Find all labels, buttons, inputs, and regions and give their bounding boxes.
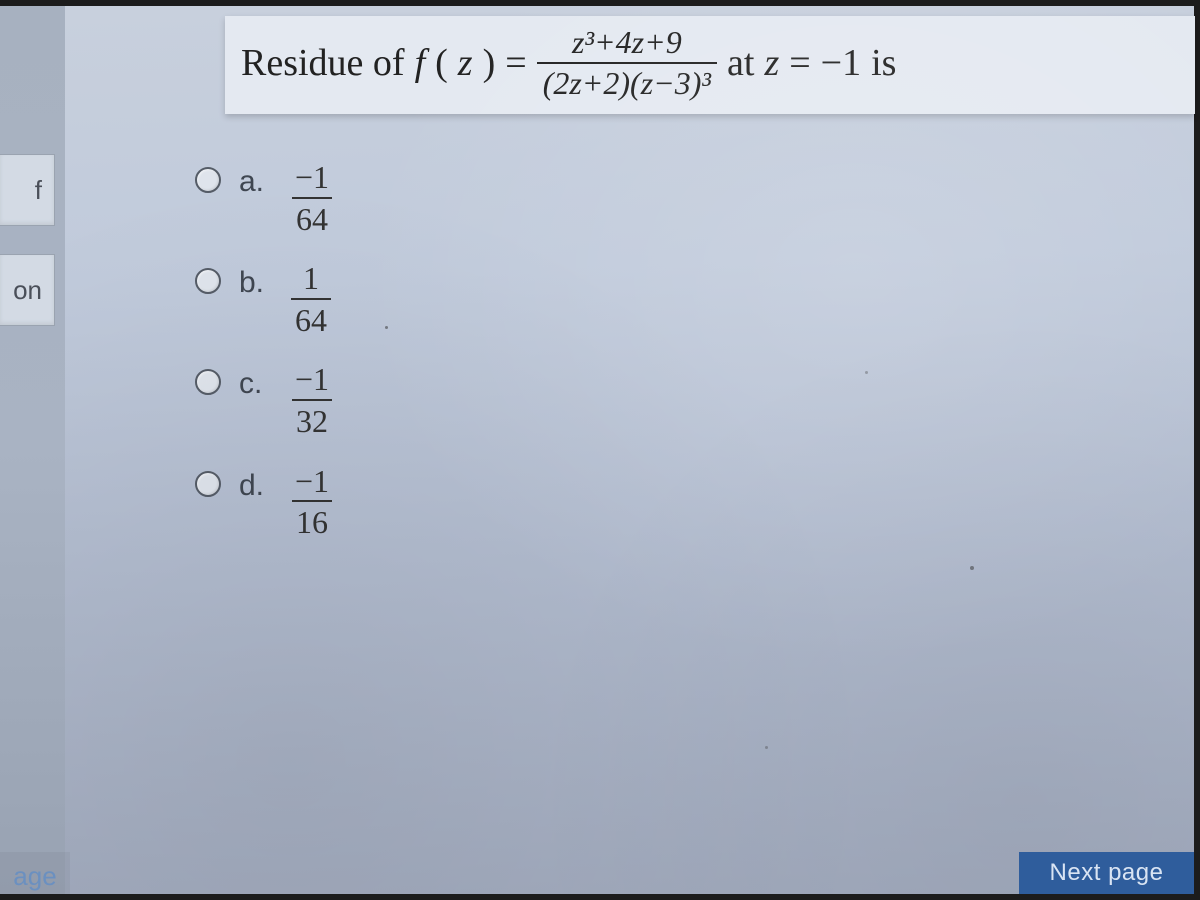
q-func-name: f: [415, 41, 426, 85]
option-denominator: 32: [292, 399, 332, 439]
sidebar-item-f[interactable]: f: [0, 154, 55, 226]
option-numerator: −1: [291, 465, 333, 501]
q-at-var: z: [764, 41, 779, 85]
left-sidebar: f on: [0, 6, 60, 894]
q-equals: =: [505, 41, 526, 85]
option-label: d.: [239, 465, 273, 503]
q-paren-close: ): [483, 41, 496, 85]
option-fraction: −1 16: [291, 465, 333, 540]
sidebar-item-label: on: [13, 275, 42, 306]
option-numerator: 1: [299, 262, 323, 298]
speck: [970, 566, 974, 570]
option-fraction: −1 64: [291, 161, 333, 236]
option-denominator: 64: [291, 298, 331, 338]
option-label: b.: [239, 262, 273, 300]
next-page-button[interactable]: Next page: [1019, 852, 1194, 894]
speck: [385, 326, 388, 329]
q-at-equals: =: [789, 41, 810, 85]
option-label: a.: [239, 161, 273, 199]
answer-option[interactable]: a. −1 64: [195, 161, 333, 236]
q-func-var: z: [458, 41, 473, 85]
q-numerator: z³+4z+9: [566, 26, 688, 62]
next-page-label: Next page: [1050, 859, 1164, 887]
q-paren-open: (: [435, 41, 448, 85]
q-fraction: z³+4z+9 (2z+2)(z−3)³: [537, 26, 717, 100]
option-label: c.: [239, 363, 273, 401]
question-text-container: Residue of f ( z ) = z³+4z+9 (2z+2)(z−3)…: [225, 16, 1195, 114]
option-numerator: −1: [291, 161, 333, 197]
answer-options: a. −1 64 b. 1 64 c. −1 32: [195, 161, 333, 540]
footer-link-label: age: [13, 861, 56, 892]
question-text: Residue of f ( z ) = z³+4z+9 (2z+2)(z−3)…: [241, 26, 1179, 100]
q-tail: is: [871, 41, 896, 85]
q-at-text: at: [727, 41, 754, 85]
answer-option[interactable]: b. 1 64: [195, 262, 333, 337]
speck: [765, 746, 768, 749]
footer-link-age[interactable]: age: [0, 852, 70, 894]
q-at-value: −1: [821, 41, 861, 85]
radio-icon[interactable]: [195, 471, 221, 497]
answer-option[interactable]: c. −1 32: [195, 363, 333, 438]
option-fraction: 1 64: [291, 262, 331, 337]
answer-option[interactable]: d. −1 16: [195, 465, 333, 540]
radio-icon[interactable]: [195, 268, 221, 294]
option-denominator: 64: [292, 197, 332, 237]
radio-icon[interactable]: [195, 369, 221, 395]
sidebar-item-label: f: [35, 175, 42, 206]
q-lead: Residue of: [241, 41, 405, 85]
sidebar-item-on[interactable]: on: [0, 254, 55, 326]
option-fraction: −1 32: [291, 363, 333, 438]
speck: [865, 371, 868, 374]
option-numerator: −1: [291, 363, 333, 399]
radio-icon[interactable]: [195, 167, 221, 193]
screen-frame: f on Residue of f ( z ) = z³+4z+9 (2z+2)…: [0, 0, 1200, 900]
option-denominator: 16: [292, 500, 332, 540]
question-panel: Residue of f ( z ) = z³+4z+9 (2z+2)(z−3)…: [65, 6, 1194, 894]
q-denominator: (2z+2)(z−3)³: [537, 62, 717, 101]
